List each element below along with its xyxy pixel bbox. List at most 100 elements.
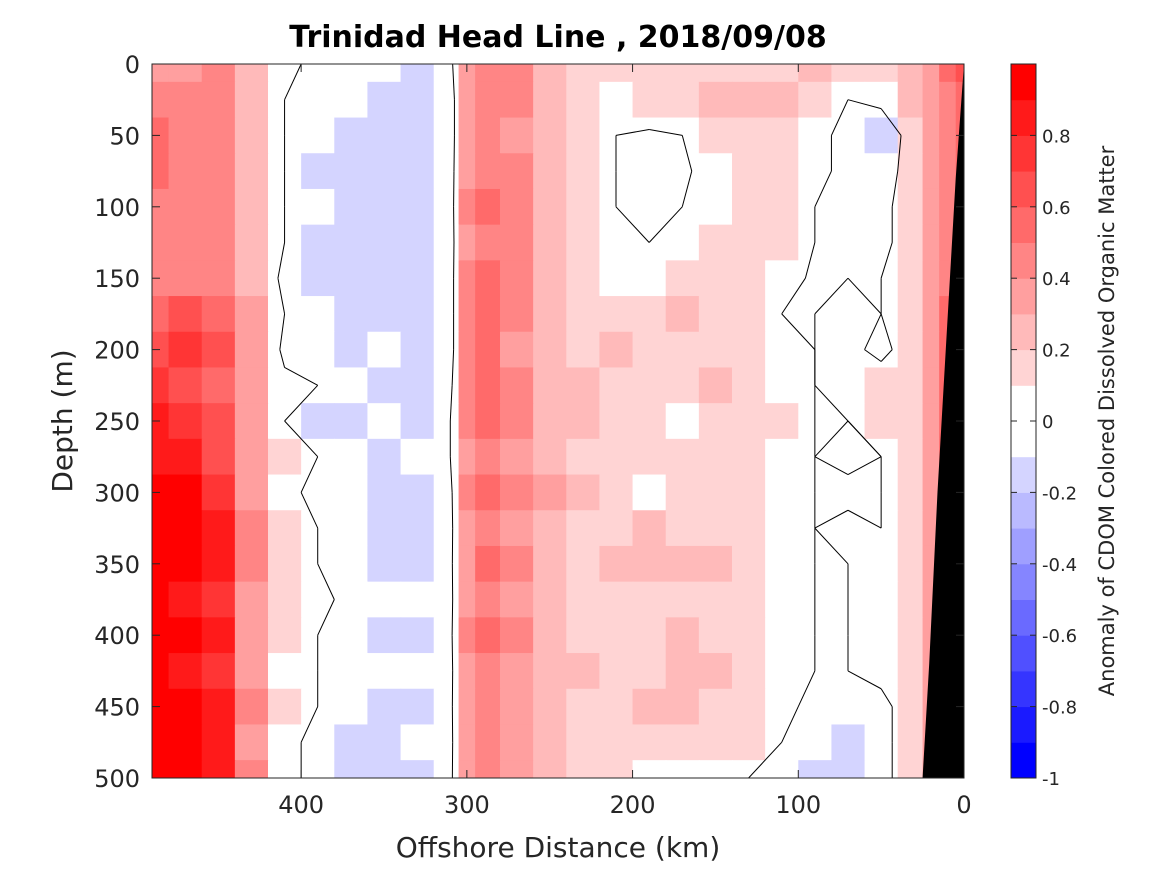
heatmap-cell — [533, 545, 567, 583]
heatmap-cell — [732, 438, 766, 476]
heatmap-cell — [500, 474, 534, 511]
heatmap-cell — [458, 545, 476, 583]
heatmap-cell — [152, 296, 170, 333]
heatmap-cell — [698, 724, 733, 761]
contour-segment — [847, 99, 882, 110]
contour-segment — [781, 277, 806, 315]
heatmap-cell — [301, 260, 335, 297]
contour-segment — [317, 563, 335, 600]
contour-segment — [847, 420, 882, 458]
heatmap-cell — [831, 510, 866, 547]
heatmap-cell — [533, 760, 567, 778]
heatmap-cell — [168, 438, 203, 476]
colorbar-swatch — [1011, 742, 1036, 779]
heatmap-cell — [152, 153, 170, 190]
heatmap-cell — [201, 724, 236, 761]
heatmap-cell — [234, 724, 269, 761]
heatmap-cell — [897, 617, 924, 654]
heatmap-cell — [632, 510, 667, 547]
heatmap-cell — [367, 64, 402, 83]
contour-segment — [277, 242, 286, 279]
heatmap-cell — [922, 438, 940, 476]
heatmap-cell — [566, 117, 601, 154]
heatmap-cell — [665, 153, 700, 190]
heatmap-cell — [152, 117, 170, 154]
heatmap-cell — [475, 260, 501, 297]
heatmap-cell — [831, 117, 866, 154]
heatmap-cell — [334, 117, 369, 154]
heatmap-cell — [152, 724, 170, 761]
heatmap-cell — [168, 760, 203, 778]
heatmap-cell — [798, 724, 833, 761]
heatmap-cell — [665, 474, 700, 511]
colorbar-swatch — [1011, 670, 1036, 708]
heatmap-cell — [201, 617, 236, 654]
heatmap-cell — [897, 510, 924, 547]
heatmap-cell — [500, 581, 534, 618]
heatmap-cell — [234, 296, 269, 333]
heatmap-cell — [566, 724, 601, 761]
heatmap-cell — [897, 474, 924, 511]
heatmap-cell — [334, 545, 369, 583]
contour-segment — [748, 741, 783, 778]
heatmap-cell — [168, 688, 203, 726]
heatmap-cell — [732, 331, 766, 369]
heatmap-cell — [765, 224, 799, 261]
heatmap-cell — [732, 688, 766, 726]
heatmap-cell — [897, 403, 924, 440]
heatmap-cell — [458, 438, 476, 476]
heatmap-cell — [301, 474, 335, 511]
heatmap-cell — [798, 260, 833, 297]
heatmap-cell — [897, 438, 924, 476]
heatmap-cell — [433, 653, 460, 690]
heatmap-cell — [234, 224, 269, 261]
heatmap-cell — [168, 653, 203, 690]
y-tick-label: 400 — [94, 622, 140, 650]
heatmap-cell — [732, 153, 766, 190]
heatmap-cell — [566, 760, 601, 778]
heatmap-cell — [864, 188, 899, 226]
heatmap-cell — [566, 688, 601, 726]
heatmap-cell — [334, 260, 369, 297]
heatmap-cell — [500, 117, 534, 154]
heatmap-cell — [765, 117, 799, 154]
heatmap-cell — [698, 438, 733, 476]
heatmap-cell — [599, 617, 634, 654]
heatmap-cell — [475, 545, 501, 583]
heatmap-cell — [201, 81, 236, 119]
heatmap-cell — [268, 617, 302, 654]
contour-segment — [451, 599, 454, 636]
heatmap-cell — [475, 617, 501, 654]
heatmap-cell — [334, 367, 369, 404]
colorbar-swatch — [1011, 171, 1036, 208]
heatmap-cell — [433, 260, 460, 297]
heatmap-cell — [732, 510, 766, 547]
heatmap-cell — [234, 653, 269, 690]
heatmap-cell — [566, 581, 601, 618]
heatmap-cell — [632, 760, 667, 778]
heatmap-cell — [201, 117, 236, 154]
contour-segment — [804, 242, 816, 279]
y-tick-label: 50 — [109, 122, 140, 150]
heatmap-cell — [599, 367, 634, 404]
heatmap-cell — [268, 367, 302, 404]
heatmap-cell — [500, 260, 534, 297]
colorbar-tick-label: 0 — [1042, 412, 1053, 433]
heatmap-cell — [433, 724, 460, 761]
heatmap-cell — [698, 545, 733, 583]
heatmap-cell — [765, 438, 799, 476]
heatmap-cell — [168, 224, 203, 261]
heatmap-cell — [268, 474, 302, 511]
heatmap-cell — [367, 653, 402, 690]
heatmap-cell — [400, 438, 435, 476]
heatmap-cell — [732, 367, 766, 404]
contour-segment — [449, 456, 453, 493]
colorbar-swatch — [1011, 599, 1036, 636]
heatmap-cell — [798, 760, 833, 778]
heatmap-cell — [632, 296, 667, 333]
heatmap-cell — [864, 403, 899, 440]
heatmap-cell — [268, 545, 302, 583]
heatmap-cell — [475, 760, 501, 778]
heatmap-cell — [458, 117, 476, 154]
